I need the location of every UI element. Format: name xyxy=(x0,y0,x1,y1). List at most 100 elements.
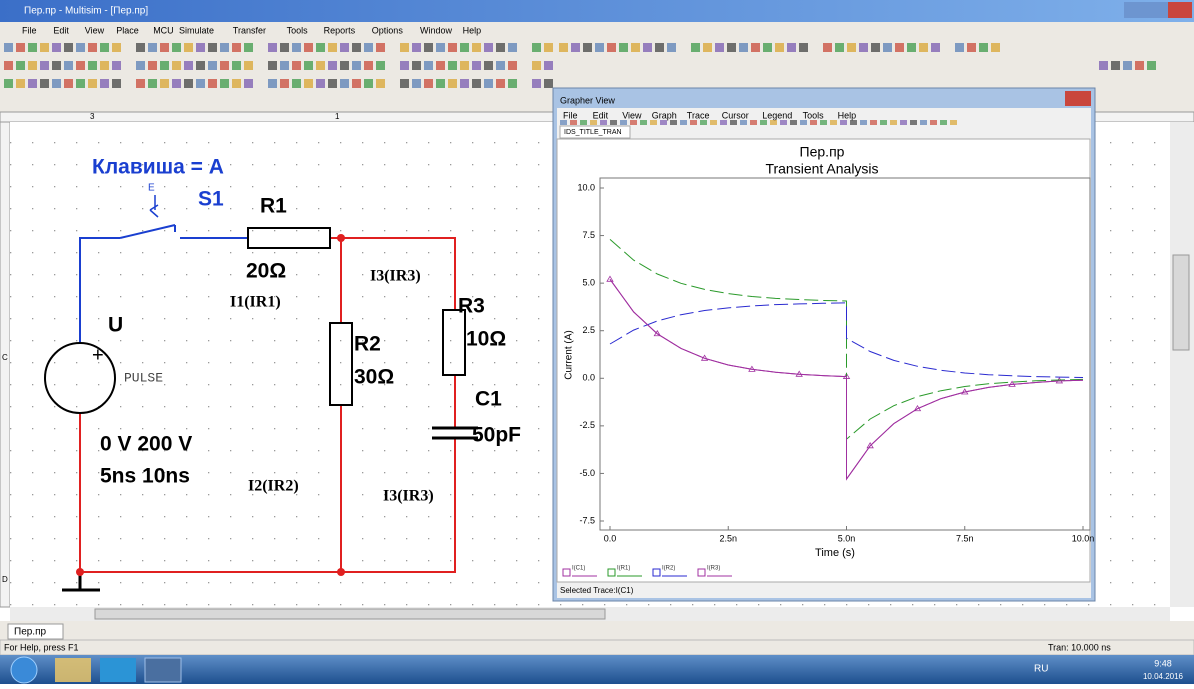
taskbar-app[interactable] xyxy=(100,658,136,682)
tool-button[interactable] xyxy=(52,43,61,52)
tool-button[interactable] xyxy=(400,61,409,70)
tool-button[interactable] xyxy=(292,43,301,52)
tool-button[interactable] xyxy=(472,43,481,52)
tool-button[interactable] xyxy=(460,43,469,52)
tool-button[interactable] xyxy=(340,79,349,88)
tool-button[interactable] xyxy=(148,61,157,70)
taskbar-app[interactable] xyxy=(145,658,181,682)
tool-button[interactable] xyxy=(448,43,457,52)
tool-button[interactable] xyxy=(364,79,373,88)
tool-button[interactable] xyxy=(436,79,445,88)
tool-button[interactable] xyxy=(979,43,988,52)
tool-button[interactable] xyxy=(352,43,361,52)
tool-button[interactable] xyxy=(280,61,289,70)
h-thumb[interactable] xyxy=(95,609,605,619)
tool-button[interactable] xyxy=(100,79,109,88)
tool-button[interactable] xyxy=(620,120,627,125)
tool-button[interactable] xyxy=(703,43,712,52)
tool-button[interactable] xyxy=(840,120,847,125)
tool-button[interactable] xyxy=(544,61,553,70)
tool-button[interactable] xyxy=(304,61,313,70)
tool-button[interactable] xyxy=(799,43,808,52)
tool-button[interactable] xyxy=(436,61,445,70)
tool-button[interactable] xyxy=(4,61,13,70)
tool-button[interactable] xyxy=(376,43,385,52)
tool-button[interactable] xyxy=(376,61,385,70)
tool-button[interactable] xyxy=(304,43,313,52)
menu-item[interactable]: File xyxy=(563,110,578,120)
tool-button[interactable] xyxy=(160,43,169,52)
tool-button[interactable] xyxy=(424,43,433,52)
menu-item[interactable]: Help xyxy=(838,110,857,120)
menu-item[interactable]: Edit xyxy=(593,110,609,120)
tool-button[interactable] xyxy=(727,43,736,52)
tool-button[interactable] xyxy=(172,79,181,88)
tool-button[interactable] xyxy=(800,120,807,125)
tool-button[interactable] xyxy=(880,120,887,125)
tool-button[interactable] xyxy=(172,61,181,70)
tool-button[interactable] xyxy=(910,120,917,125)
tool-button[interactable] xyxy=(364,43,373,52)
tool-button[interactable] xyxy=(244,79,253,88)
tool-button[interactable] xyxy=(328,43,337,52)
tool-button[interactable] xyxy=(787,43,796,52)
tool-button[interactable] xyxy=(208,79,217,88)
tool-button[interactable] xyxy=(268,79,277,88)
tool-button[interactable] xyxy=(352,61,361,70)
tool-button[interactable] xyxy=(316,61,325,70)
tool-button[interactable] xyxy=(28,79,37,88)
tool-button[interactable] xyxy=(208,61,217,70)
tool-button[interactable] xyxy=(643,43,652,52)
tool-button[interactable] xyxy=(400,43,409,52)
tool-button[interactable] xyxy=(424,61,433,70)
menu-item[interactable]: Tools xyxy=(287,25,309,35)
menu-item[interactable]: View xyxy=(622,110,642,120)
menu-item[interactable]: View xyxy=(85,25,105,35)
tool-button[interactable] xyxy=(508,79,517,88)
tool-button[interactable] xyxy=(830,120,837,125)
tool-button[interactable] xyxy=(280,43,289,52)
tool-button[interactable] xyxy=(340,43,349,52)
tool-button[interactable] xyxy=(220,43,229,52)
tool-button[interactable] xyxy=(40,43,49,52)
tool-button[interactable] xyxy=(847,43,856,52)
tool-button[interactable] xyxy=(496,61,505,70)
tool-button[interactable] xyxy=(571,43,580,52)
tool-button[interactable] xyxy=(184,43,193,52)
tool-button[interactable] xyxy=(16,79,25,88)
tool-button[interactable] xyxy=(580,120,587,125)
tool-button[interactable] xyxy=(424,79,433,88)
tool-button[interactable] xyxy=(448,79,457,88)
tool-button[interactable] xyxy=(280,79,289,88)
tool-button[interactable] xyxy=(751,43,760,52)
tool-button[interactable] xyxy=(40,79,49,88)
tool-button[interactable] xyxy=(670,120,677,125)
tool-button[interactable] xyxy=(967,43,976,52)
tool-button[interactable] xyxy=(352,79,361,88)
tool-button[interactable] xyxy=(700,120,707,125)
menu-item[interactable]: Edit xyxy=(53,25,69,35)
tool-button[interactable] xyxy=(691,43,700,52)
menu-item[interactable]: MCU xyxy=(153,25,174,35)
tool-button[interactable] xyxy=(508,61,517,70)
tool-button[interactable] xyxy=(720,120,727,125)
menu-item[interactable]: Tools xyxy=(803,110,825,120)
tool-button[interactable] xyxy=(900,120,907,125)
menu-item[interactable]: Trace xyxy=(687,110,710,120)
tool-button[interactable] xyxy=(184,61,193,70)
tool-button[interactable] xyxy=(860,120,867,125)
tool-button[interactable] xyxy=(448,61,457,70)
tool-button[interactable] xyxy=(532,79,541,88)
tool-button[interactable] xyxy=(610,120,617,125)
tool-button[interactable] xyxy=(950,120,957,125)
tool-button[interactable] xyxy=(304,79,313,88)
tool-button[interactable] xyxy=(328,79,337,88)
tool-button[interactable] xyxy=(4,43,13,52)
tool-button[interactable] xyxy=(895,43,904,52)
tool-button[interactable] xyxy=(883,43,892,52)
tool-button[interactable] xyxy=(680,120,687,125)
tool-button[interactable] xyxy=(184,79,193,88)
tool-button[interactable] xyxy=(508,43,517,52)
tool-button[interactable] xyxy=(655,43,664,52)
tool-button[interactable] xyxy=(196,43,205,52)
